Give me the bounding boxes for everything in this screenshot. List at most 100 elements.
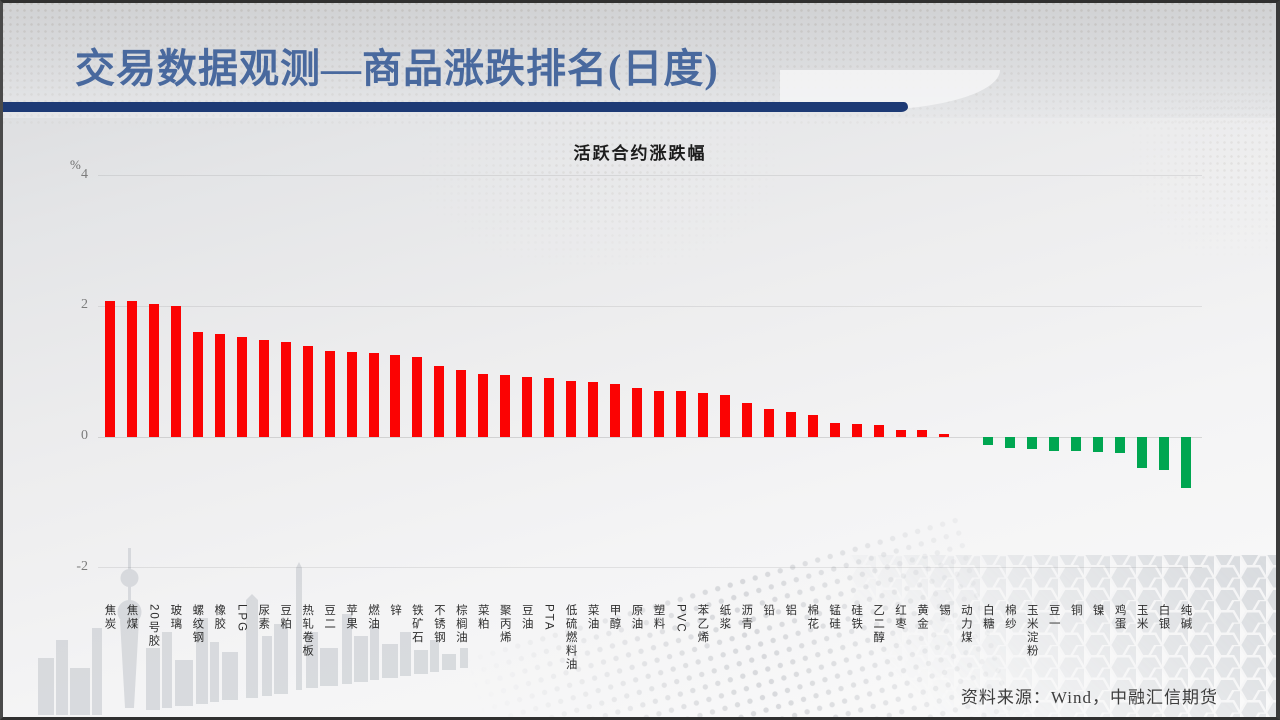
page-title: 交易数据观测—商品涨跌排名(日度) — [75, 46, 719, 91]
x-category-label: 纸浆 — [718, 604, 731, 631]
bar — [917, 430, 928, 437]
bar — [500, 374, 511, 437]
bar — [126, 301, 137, 437]
bar — [697, 393, 708, 437]
bar — [1115, 437, 1126, 453]
bar — [1005, 437, 1016, 449]
x-category-label: 纯碱 — [1179, 604, 1192, 631]
x-category-label: 焦煤 — [125, 604, 138, 631]
bar — [105, 301, 115, 437]
bar — [456, 370, 467, 437]
x-category-label: 螺纹钢 — [191, 604, 204, 645]
x-category-label: 铜 — [1069, 604, 1082, 618]
x-category-label: 橡胶 — [213, 604, 226, 631]
bar — [1049, 437, 1060, 451]
bar — [412, 357, 423, 437]
x-category-label: 尿素 — [257, 604, 270, 631]
x-category-label: PTA — [542, 604, 555, 632]
bar — [1180, 437, 1191, 488]
x-category-label: 铁矿石 — [410, 604, 423, 645]
x-category-label: 玉米 — [1135, 604, 1148, 631]
x-category-label: 原油 — [630, 604, 643, 631]
x-category-label: 玻璃 — [169, 604, 182, 631]
bar — [610, 384, 621, 437]
bar — [1027, 437, 1038, 450]
bar — [785, 411, 796, 437]
bar — [434, 366, 445, 437]
bar — [939, 434, 950, 437]
gridline — [98, 436, 1202, 438]
x-category-label: 棉花 — [806, 604, 819, 631]
x-category-label: 鸡蛋 — [1113, 604, 1126, 631]
bar — [851, 423, 862, 437]
bar — [873, 425, 884, 437]
x-category-label: 菜油 — [586, 604, 599, 631]
x-category-label: 豆二 — [323, 604, 336, 631]
world-map-dots — [420, 120, 780, 270]
y-tick-label: 0 — [81, 428, 88, 443]
x-category-label: 20号胶 — [147, 604, 160, 648]
bar — [280, 341, 291, 437]
bar — [368, 352, 379, 437]
bar — [192, 332, 203, 437]
x-category-label: 锌 — [388, 604, 401, 618]
bar — [1159, 437, 1170, 471]
chart-title: 活跃合约涨跌幅 — [573, 144, 707, 163]
bar — [1137, 437, 1148, 469]
x-category-label: 红枣 — [894, 604, 907, 631]
bar — [522, 376, 533, 437]
bar — [895, 429, 906, 437]
bar — [1071, 437, 1082, 452]
x-category-label: 硅铁 — [850, 604, 863, 631]
bar — [719, 394, 730, 437]
bar — [632, 388, 643, 437]
x-category-label: 低硫燃料油 — [564, 604, 577, 672]
bar — [214, 334, 225, 437]
x-category-label: 豆一 — [1047, 604, 1060, 631]
bar — [653, 390, 664, 437]
x-category-label: 玉米淀粉 — [1025, 604, 1038, 658]
x-category-label: 乙二醇 — [872, 604, 885, 645]
bar — [390, 355, 401, 437]
bar — [148, 304, 159, 437]
x-category-label: LPG — [235, 604, 248, 634]
skyline-silhouette — [20, 540, 490, 720]
x-category-label: PVC — [674, 604, 687, 634]
honeycomb-pattern — [850, 555, 1280, 720]
x-category-label: 黄金 — [915, 604, 928, 631]
bar — [236, 337, 247, 437]
x-category-label: 不锈钢 — [432, 604, 445, 645]
bar — [829, 423, 840, 437]
x-category-label: 豆油 — [520, 604, 533, 631]
x-category-label: 铅 — [762, 604, 775, 618]
y-tick-label: 2 — [81, 297, 88, 313]
header-band — [0, 0, 1280, 118]
bar — [588, 382, 599, 437]
x-category-label: 棉纱 — [1003, 604, 1016, 631]
bar — [807, 414, 818, 437]
x-category-label: 棕榈油 — [454, 604, 467, 645]
x-category-label: 菜粕 — [476, 604, 489, 631]
source-note: 资料来源：Wind，中融汇信期货 — [960, 688, 1218, 707]
x-category-label: 聚丙烯 — [498, 604, 511, 645]
x-category-label: 沥青 — [740, 604, 753, 631]
bar — [544, 378, 555, 437]
title-underline — [0, 102, 908, 112]
x-category-label: 锰硅 — [828, 604, 841, 631]
bar — [258, 339, 269, 437]
bar — [302, 346, 313, 437]
x-category-label: 热轧卷板 — [301, 604, 314, 658]
x-category-label: 镍 — [1091, 604, 1104, 618]
y-axis-unit-label: % — [70, 157, 81, 172]
gridline — [98, 305, 1202, 307]
x-category-label: 白银 — [1157, 604, 1170, 631]
bar — [170, 306, 181, 437]
bar — [566, 380, 577, 437]
x-category-label: 苯乙烯 — [696, 604, 709, 645]
x-category-label: 白糖 — [981, 604, 994, 631]
world-map-dots — [1130, 90, 1280, 260]
bar — [741, 403, 752, 437]
y-tick-label: 4 — [81, 166, 88, 182]
bar — [983, 437, 994, 446]
